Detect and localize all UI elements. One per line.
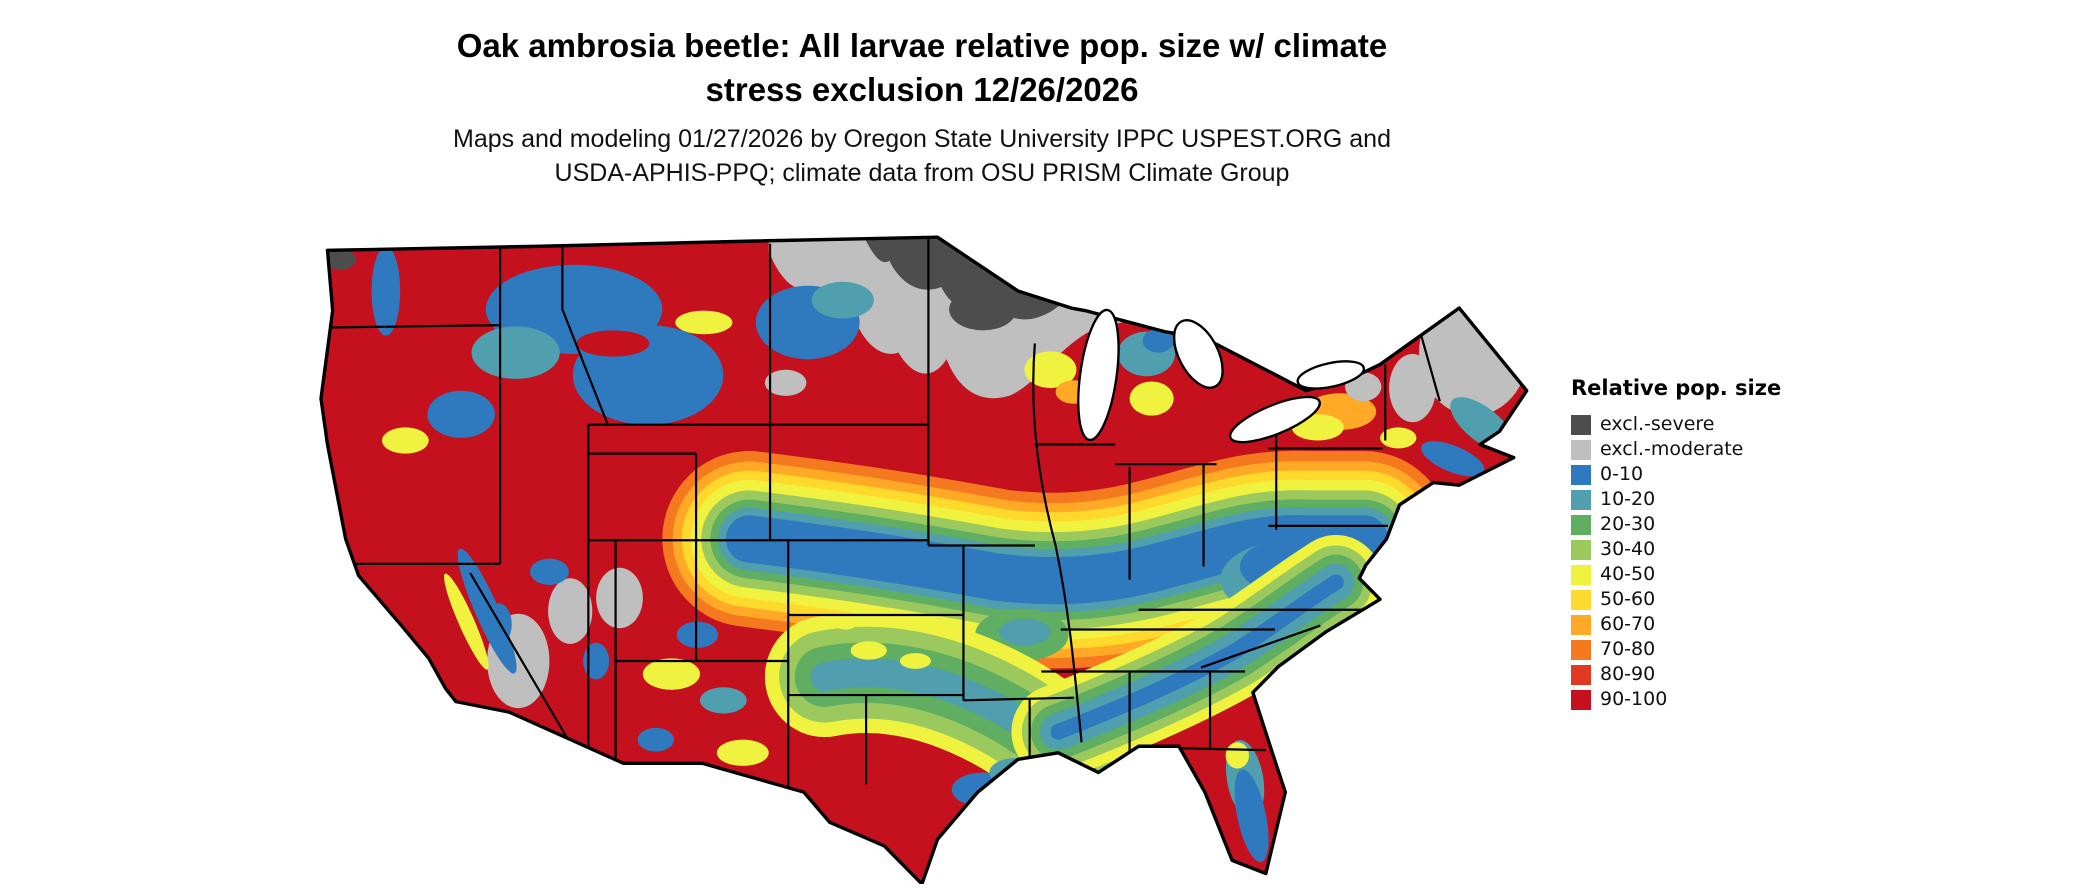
legend-item: excl.-moderate [1571,437,1781,462]
legend-item-label: 80-90 [1600,663,1656,685]
state-borders [320,238,1441,806]
figure-title-line2: stress exclusion 12/26/2026 [705,70,1139,108]
legend-item: 10-20 [1571,487,1781,512]
legend-swatch [1571,689,1591,710]
legend-item-label: 70-80 [1600,638,1656,660]
legend-swatch [1571,439,1591,460]
legend-item-label: 20-30 [1600,513,1656,535]
legend-swatch [1571,539,1591,560]
legend-item-label: 90-100 [1600,688,1668,710]
conus-map [308,228,1554,884]
figure-subtitle-line1: Maps and modeling 01/27/2026 by Oregon S… [453,125,1391,153]
legend-item-label: 0-10 [1600,463,1644,485]
legend-item: 60-70 [1571,612,1781,637]
legend-item: 20-30 [1571,512,1781,537]
legend-item-label: 50-60 [1600,588,1656,610]
legend-item: 70-80 [1571,637,1781,662]
legend-swatch [1571,464,1591,485]
legend-swatch [1571,589,1591,610]
legend-item: 30-40 [1571,537,1781,562]
legend-item: 0-10 [1571,462,1781,487]
legend-swatch [1571,489,1591,510]
legend-item-label: 60-70 [1600,613,1656,635]
lake-erie [1228,395,1321,444]
map-raster-approximation [320,237,1527,884]
legend-item-label: excl.-severe [1600,413,1715,435]
legend-item-label: 10-20 [1600,488,1656,510]
figure-subtitle-line2: USDA-APHIS-PPQ; climate data from OSU PR… [554,159,1290,187]
legend-swatch [1571,639,1591,660]
legend-items: excl.-severe excl.-moderate 0-10 10-20 20-30… [1571,412,1781,712]
legend-swatch [1571,614,1591,635]
legend-item: excl.-severe [1571,412,1781,437]
legend-item: 40-50 [1571,562,1781,587]
legend-swatch [1571,664,1591,685]
legend-swatch [1571,514,1591,535]
legend-item-label: 40-50 [1600,563,1656,585]
legend-item: 50-60 [1571,587,1781,612]
lake-michigan [1077,308,1120,442]
legend-swatch [1571,414,1591,435]
legend-item-label: 30-40 [1600,538,1656,560]
figure-title-line1: Oak ambrosia beetle: All larvae relative… [456,27,1388,64]
conus-map-svg [319,235,1529,884]
lake-ontario [1296,360,1366,390]
legend-title: Relative pop. size [1571,376,1782,400]
legend-item-label: excl.-moderate [1600,438,1744,460]
legend-swatch [1571,564,1591,585]
legend-item: 80-90 [1571,662,1781,687]
lake-huron [1172,319,1224,389]
legend: Relative pop. size excl.-severe excl.-mod… [1571,376,1781,712]
great-lakes [1077,308,1366,444]
legend-item: 90-100 [1571,687,1781,712]
figure-subtitle: Maps and modeling 01/27/2026 by Oregon S… [0,122,1844,190]
figure-title: Oak ambrosia beetle: All larvae relative… [0,24,1844,111]
